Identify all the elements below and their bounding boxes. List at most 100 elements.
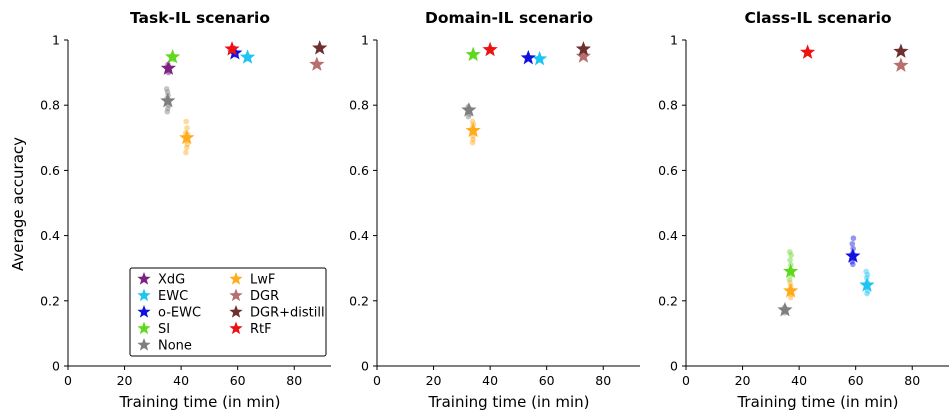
run-point [184, 125, 190, 131]
y-tick-label: 0 [361, 359, 369, 374]
mean-star [520, 49, 536, 65]
series-si [783, 249, 799, 283]
x-tick-label: 20 [735, 373, 751, 388]
legend-star-icon [137, 321, 151, 335]
y-tick-label: 0.4 [349, 228, 369, 243]
legend-label: DGR+distill [250, 306, 325, 321]
mean-star [465, 122, 481, 138]
mean-star [777, 301, 793, 317]
legend-label: XdG [158, 273, 185, 288]
legend-star-icon [137, 338, 151, 351]
mean-star [224, 41, 240, 56]
legend-star-icon [137, 288, 151, 302]
legend-box [129, 267, 327, 357]
mean-star [309, 56, 325, 71]
y-tick-label: 0.8 [658, 98, 678, 113]
mean-star [575, 41, 592, 56]
mean-star [783, 263, 799, 278]
y-tick-label: 0 [670, 359, 678, 374]
legend-label: SI [158, 322, 170, 337]
mean-star [160, 92, 176, 108]
run-point [863, 268, 869, 275]
series-lwf [179, 118, 195, 156]
legend-star-icon [229, 288, 243, 302]
x-tick-label: 0 [373, 373, 381, 388]
legend-star-icon [137, 272, 151, 285]
run-point [465, 113, 472, 120]
mean-star [239, 49, 256, 64]
x-tick-label: 0 [682, 373, 690, 388]
y-tick-label: 1 [52, 33, 60, 48]
series-dgr [575, 48, 592, 63]
x-axis-label: Training time (in min) [118, 393, 280, 411]
series-xdg [160, 60, 176, 76]
series-o-ewc [520, 49, 536, 65]
mean-star [482, 41, 498, 57]
mean-star [799, 44, 816, 59]
legend-entry: LwF [229, 272, 275, 288]
run-point [864, 271, 871, 278]
mean-star [179, 129, 195, 145]
legend-entry: EWC [137, 288, 188, 304]
series-lwf [783, 280, 799, 301]
run-point [850, 235, 857, 242]
panel-title: Domain-IL scenario [425, 9, 593, 27]
series-dgr-distill [893, 43, 909, 58]
legend-entry: RtF [229, 321, 272, 337]
run-point [165, 105, 171, 112]
legend-label: LwF [250, 273, 275, 288]
run-point [786, 276, 793, 283]
panel-title: Task-IL scenario [130, 9, 270, 27]
legend-entry: XdG [137, 272, 185, 288]
series-none [160, 86, 176, 115]
run-point [788, 252, 794, 258]
y-tick-label: 0.8 [40, 98, 60, 113]
series-o-ewc [845, 235, 861, 268]
x-tick-label: 80 [595, 373, 611, 388]
series-ewc [239, 49, 256, 64]
y-tick-label: 0.8 [349, 98, 369, 113]
x-tick-label: 20 [426, 373, 442, 388]
run-point [786, 249, 793, 255]
legend-label: o-EWC [158, 306, 201, 321]
y-tick-label: 0.2 [349, 293, 369, 308]
x-tick-label: 80 [904, 373, 920, 388]
legend-entry: DGR+distill [229, 305, 325, 321]
legend-star-icon [229, 272, 243, 285]
run-point [183, 149, 189, 156]
mean-star [893, 57, 909, 72]
run-point [469, 139, 476, 146]
x-axis-label: Training time (in min) [736, 393, 898, 411]
y-tick-label: 1 [670, 33, 678, 48]
legend-star-icon [137, 305, 151, 318]
legend-label: None [158, 339, 192, 354]
x-tick-label: 20 [117, 373, 133, 388]
panel-title: Class-IL scenario [744, 9, 891, 27]
mean-star [461, 102, 477, 117]
legend-label: DGR [250, 289, 279, 304]
x-tick-label: 60 [230, 373, 246, 388]
legend-star-icon [229, 305, 243, 318]
panel-domain-il: Domain-IL scenario Training time (in min… [349, 9, 640, 411]
y-tick-label: 0.6 [658, 163, 678, 178]
mean-star [465, 46, 481, 62]
y-tick-label: 0.6 [40, 163, 60, 178]
run-point [849, 240, 856, 247]
run-point [864, 290, 870, 297]
series-rtf [224, 41, 240, 56]
series-rtf [482, 41, 498, 57]
mean-star [893, 43, 909, 58]
series-ewc [859, 268, 875, 297]
run-point [164, 108, 171, 115]
mean-star [783, 283, 799, 298]
run-point [184, 141, 191, 148]
legend-entry: DGR [229, 288, 279, 304]
run-point [183, 118, 190, 125]
x-tick-label: 80 [286, 373, 302, 388]
run-point [470, 136, 476, 143]
run-point [163, 86, 170, 92]
legend-entry: None [137, 338, 192, 354]
legend-label: RtF [250, 322, 272, 337]
y-tick-label: 0.6 [349, 163, 369, 178]
